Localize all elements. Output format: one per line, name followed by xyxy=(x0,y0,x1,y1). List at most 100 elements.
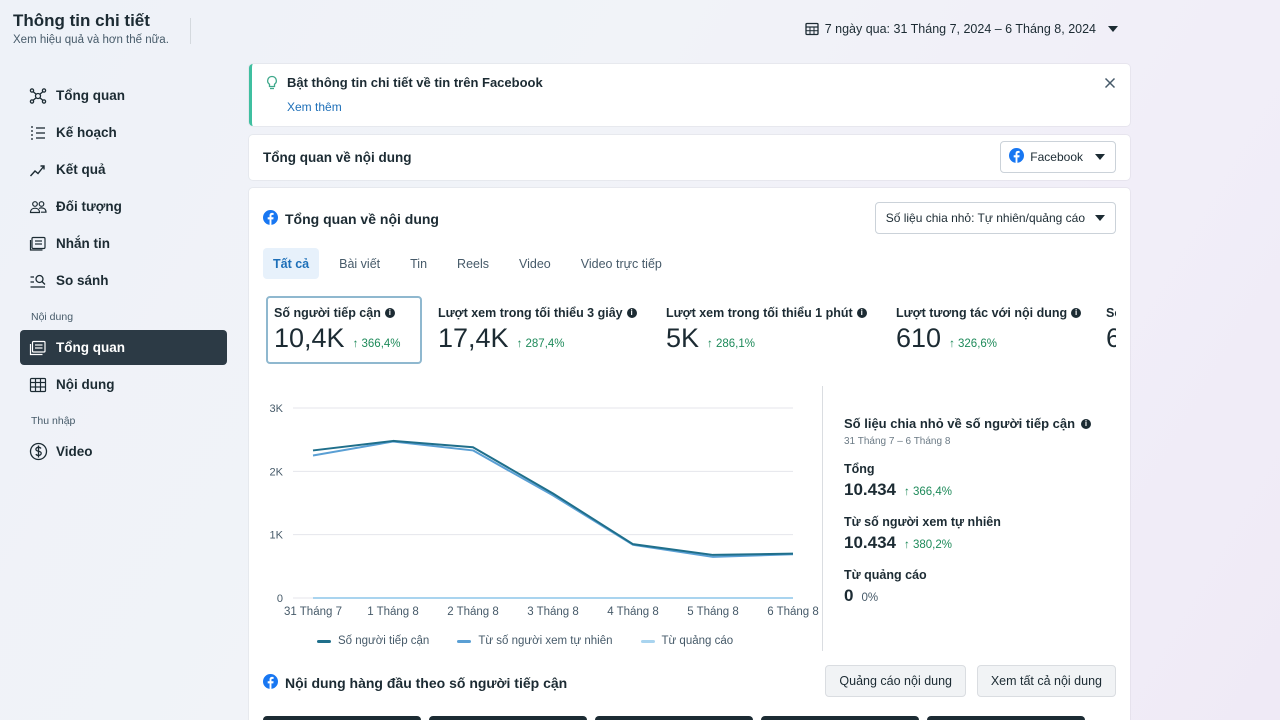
info-icon[interactable]: i xyxy=(626,308,637,318)
sidebar-item-label: Nhắn tin xyxy=(56,236,110,251)
metric-truncated[interactable]: Số 6 xyxy=(1098,296,1116,364)
metric-views-3s[interactable]: Lượt xem trong tối thiểu 3 giây i 17,4K ↑ … xyxy=(430,296,650,364)
see-all-content-button[interactable]: Xem tất cả nội dung xyxy=(976,665,1116,697)
legend-item[interactable]: Từ quảng cáo xyxy=(640,635,733,647)
sidebar-item-label: Kết quả xyxy=(56,162,106,177)
metric-label: Lượt tương tác với nội dung xyxy=(896,306,1068,320)
info-icon[interactable]: i xyxy=(384,308,395,318)
series-line xyxy=(312,440,794,558)
tab-posts[interactable]: Bài viết xyxy=(339,256,381,271)
y-tick-label: 2K xyxy=(270,466,284,478)
sidebar-item-overview[interactable]: Tổng quan xyxy=(20,78,227,113)
info-icon[interactable]: i xyxy=(1071,308,1082,318)
section-label-income: Thu nhập xyxy=(31,415,76,427)
close-icon[interactable] xyxy=(1104,76,1116,94)
page-subtitle: Xem hiệu quả và hơn thế nữa. xyxy=(13,34,169,46)
info-icon[interactable]: i xyxy=(856,308,867,318)
metric-change: ↑ 287,4% xyxy=(516,338,565,350)
banner-see-more-link[interactable]: Xem thêm xyxy=(287,100,342,114)
chart-divider xyxy=(822,386,823,651)
card-title: Tổng quan về nội dung xyxy=(263,210,439,228)
sidebar-item-compare[interactable]: So sánh xyxy=(20,263,227,298)
legend-swatch xyxy=(317,639,331,643)
legend-swatch xyxy=(457,639,472,643)
promote-content-button[interactable]: Quảng cáo nội dung xyxy=(825,665,966,697)
legend-item[interactable]: Từ số người xem tự nhiên xyxy=(457,635,613,647)
info-icon[interactable]: i xyxy=(1081,418,1092,429)
sidebar-item-results[interactable]: Kết quả xyxy=(20,152,227,187)
metric-views-1m[interactable]: Lượt xem trong tối thiểu 1 phút i 5K ↑ 286… xyxy=(658,296,880,364)
x-tick-label: 3 Tháng 8 xyxy=(527,606,579,618)
content-thumbnail[interactable] xyxy=(927,716,1085,720)
breakdown-total-change: ↑ 366,4% xyxy=(904,486,952,498)
legend-label: Từ số người xem tự nhiên xyxy=(478,635,613,647)
date-range-picker[interactable]: 7 ngày qua: 31 Tháng 7, 2024 – 6 Tháng 8… xyxy=(805,22,1118,36)
legend-item[interactable]: Số người tiếp cận xyxy=(317,635,429,647)
compare-icon xyxy=(28,271,48,291)
card-title-label: Tổng quan về nội dung xyxy=(285,211,439,227)
sidebar-item-content-overview[interactable]: Tổng quan xyxy=(20,330,227,365)
content-thumbnail[interactable] xyxy=(429,716,587,720)
legend-label: Số người tiếp cận xyxy=(338,635,430,647)
metric-label: Lượt xem trong tối thiểu 1 phút xyxy=(666,306,853,320)
list-icon xyxy=(28,123,48,143)
x-tick-label: 5 Tháng 8 xyxy=(687,606,739,618)
message-icon xyxy=(28,234,48,254)
reach-line-chart: 0 1K 2K 3K 31 Tháng 7 1 Tháng 8 2 Tháng 8 3 Thá… xyxy=(263,388,823,658)
chart-svg: 0 1K 2K 3K 31 Tháng 7 1 Tháng 8 2 Tháng 8 3 Thá… xyxy=(270,403,819,618)
date-range-label: 7 ngày qua: 31 Tháng 7, 2024 – 6 Tháng 8… xyxy=(824,22,1096,36)
tab-live-video[interactable]: Video trực tiếp xyxy=(580,256,662,271)
top-content-title: Nội dung hàng đầu theo số người tiếp cận xyxy=(263,674,567,692)
sidebar-item-label: Video xyxy=(56,444,93,459)
sidebar-item-content[interactable]: Nội dung xyxy=(20,367,227,402)
breakdown-organic-change: ↑ 380,2% xyxy=(904,539,952,551)
facebook-icon xyxy=(263,210,278,228)
sidebar-item-label: Tổng quan xyxy=(56,88,125,103)
y-tick-label: 0 xyxy=(277,593,283,605)
content-thumbnail[interactable] xyxy=(595,716,753,720)
x-tick-label: 2 Tháng 8 xyxy=(447,606,499,618)
sidebar-item-video[interactable]: Video xyxy=(20,434,227,469)
content-thumbnail[interactable] xyxy=(263,716,421,720)
breakdown-date: 31 Tháng 7 – 6 Tháng 8 xyxy=(844,436,951,447)
reach-breakdown: Số liệu chia nhỏ về số người tiếp cận i 3… xyxy=(844,416,1114,606)
metric-label: Lượt xem trong tối thiểu 3 giây xyxy=(438,306,623,320)
tab-stories[interactable]: Tin xyxy=(410,256,428,271)
platform-select[interactable]: Facebook xyxy=(1000,141,1116,173)
content-tabs: Tất cả Bài viết Tin Reels Video Video tr… xyxy=(263,248,682,279)
sidebar-item-messages[interactable]: Nhắn tin xyxy=(20,226,227,261)
tab-all[interactable]: Tất cả xyxy=(263,248,320,279)
metric-change: ↑ 366,4% xyxy=(352,338,401,350)
page-title: Thông tin chi tiết xyxy=(13,11,150,30)
breakdown-ads-label: Từ quảng cáo xyxy=(844,568,927,582)
metric-value: 610 xyxy=(896,323,942,353)
breakdown-ads-change: 0% xyxy=(861,592,879,604)
metric-label: Số người tiếp cận xyxy=(274,306,381,320)
trend-icon xyxy=(28,160,48,180)
metric-engagement[interactable]: Lượt tương tác với nội dung i 610 ↑ 326,6% xyxy=(888,296,1090,364)
dollar-icon xyxy=(28,442,48,462)
x-tick-label: 6 Tháng 8 xyxy=(767,606,819,618)
sidebar-item-plan[interactable]: Kế hoạch xyxy=(20,115,227,150)
table-icon xyxy=(28,375,48,395)
metric-value: 10,4K xyxy=(274,323,345,353)
top-content-title-label: Nội dung hàng đầu theo số người tiếp cận xyxy=(285,675,568,691)
tab-reels[interactable]: Reels xyxy=(457,256,490,271)
breakdown-select[interactable]: Số liệu chia nhỏ: Tự nhiên/quảng cáo xyxy=(874,202,1116,234)
banner-title: Bật thông tin chi tiết về tin trên Faceb… xyxy=(287,75,543,90)
x-tick-label: 31 Tháng 7 xyxy=(284,606,342,618)
sidebar-item-label: So sánh xyxy=(56,273,109,288)
facebook-icon xyxy=(263,674,278,692)
legend-swatch xyxy=(640,639,655,643)
content-thumbnail[interactable] xyxy=(761,716,919,720)
x-tick-label: 4 Tháng 8 xyxy=(607,606,659,618)
x-tick-label: 1 Tháng 8 xyxy=(367,606,419,618)
header-divider xyxy=(190,18,191,44)
people-icon xyxy=(28,197,48,217)
content-overview-card: Tổng quan về nội dung Số liệu chia nhỏ: … xyxy=(249,188,1130,720)
tab-video[interactable]: Video xyxy=(519,256,551,271)
metric-cards: Số người tiếp cận i 10,4K ↑ 366,4% Lượt xe… xyxy=(266,296,1116,366)
sidebar-item-audience[interactable]: Đối tượng xyxy=(20,189,227,224)
metric-reach[interactable]: Số người tiếp cận i 10,4K ↑ 366,4% xyxy=(266,296,422,364)
chevron-down-icon xyxy=(1095,215,1105,221)
